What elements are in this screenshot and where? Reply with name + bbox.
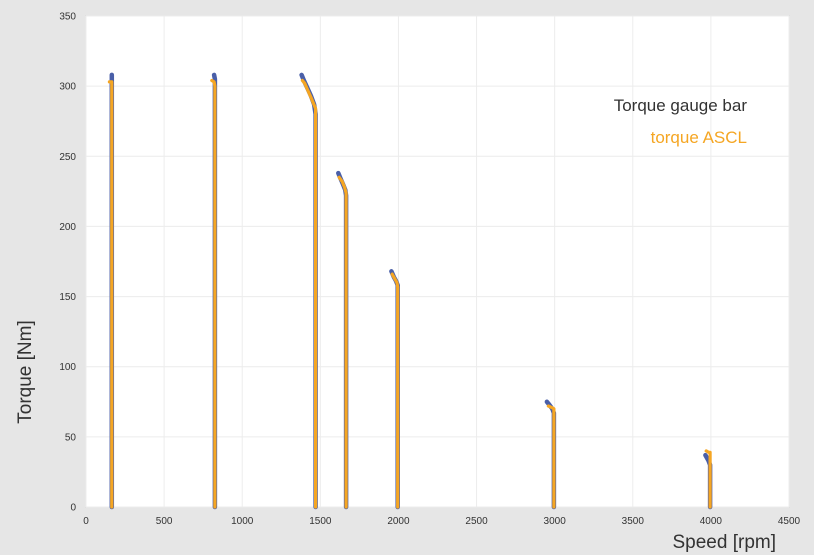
y-tick-label: 150 <box>59 292 76 303</box>
plot-area <box>85 15 790 508</box>
legend-label-torque-ascl: torque ASCL <box>651 128 747 147</box>
x-tick-label: 3500 <box>622 516 645 527</box>
series-torque-ascl <box>107 78 712 509</box>
y-tick-label: 100 <box>59 362 76 373</box>
x-tick-label: 0 <box>83 516 89 527</box>
legend-label-torque-gauge-bar: Torque gauge bar <box>614 96 748 115</box>
y-axis-title: Torque [Nm] <box>15 320 36 423</box>
x-tick-label: 4500 <box>778 516 801 527</box>
x-tick-label: 2000 <box>387 516 410 527</box>
x-axis-title: Speed [rpm] <box>673 532 777 553</box>
y-tick-label: 250 <box>59 152 76 163</box>
series-line-segment <box>546 404 556 509</box>
y-tick-label: 0 <box>70 503 76 514</box>
series-line-segment <box>210 78 217 509</box>
x-tick-label: 2500 <box>465 516 488 527</box>
y-tick-label: 50 <box>65 432 77 443</box>
series-line-segment <box>337 175 348 509</box>
y-tick-label: 200 <box>59 222 76 233</box>
series-line-segment <box>704 449 712 509</box>
x-tick-label: 4000 <box>700 516 723 527</box>
x-tick-labels: 0 500 1000 1500 2000 2500 3000 3500 4000 4500 <box>83 516 800 527</box>
series-line-segment <box>300 78 318 509</box>
x-tick-label: 1000 <box>231 516 254 527</box>
y-tick-labels: 0 50 100 150 200 250 300 350 <box>59 12 76 514</box>
series-line-segment <box>107 80 114 509</box>
y-tick-label: 350 <box>59 12 76 23</box>
legend: Torque gauge bar torque ASCL <box>614 96 748 147</box>
x-tick-label: 1500 <box>309 516 332 527</box>
y-tick-label: 300 <box>59 82 76 93</box>
x-gridlines <box>85 16 790 507</box>
x-tick-label: 3000 <box>544 516 567 527</box>
series-line-segment <box>390 272 400 509</box>
x-tick-label: 500 <box>156 516 173 527</box>
series-layer <box>107 72 713 510</box>
y-gridlines <box>86 15 789 508</box>
